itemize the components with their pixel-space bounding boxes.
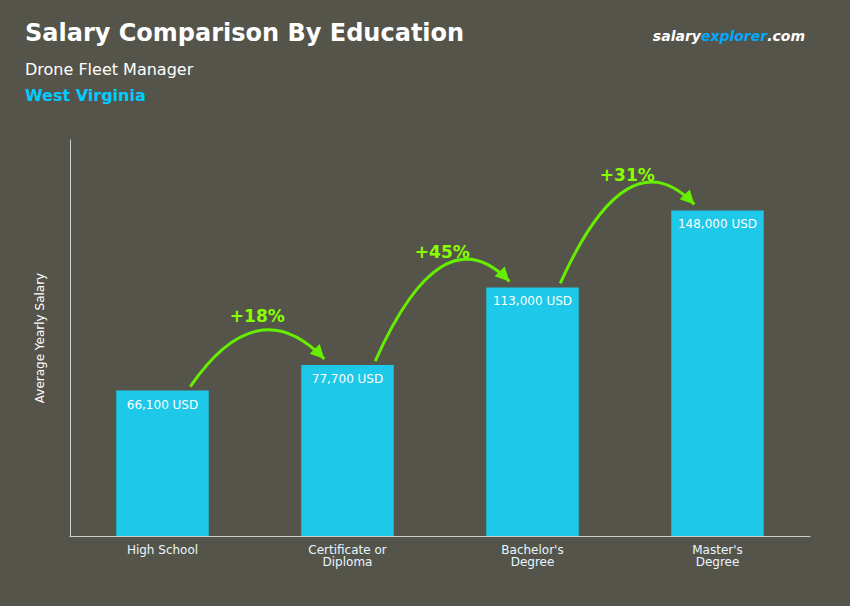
svg-text:Certificate or: Certificate or: [308, 543, 387, 557]
svg-text:explorer: explorer: [701, 28, 768, 44]
svg-text:Degree: Degree: [696, 555, 740, 569]
svg-text:High School: High School: [127, 543, 198, 557]
svg-text:77,700 USD: 77,700 USD: [312, 372, 383, 386]
svg-text:Average Yearly Salary: Average Yearly Salary: [33, 273, 47, 403]
svg-text:66,100 USD: 66,100 USD: [127, 398, 198, 412]
svg-text:+31%: +31%: [600, 165, 655, 185]
svg-text:Drone Fleet Manager: Drone Fleet Manager: [25, 60, 194, 79]
svg-text:Bachelor's: Bachelor's: [501, 543, 564, 557]
svg-text:Degree: Degree: [511, 555, 555, 569]
svg-text:Diploma: Diploma: [323, 555, 373, 569]
svg-text:148,000 USD: 148,000 USD: [678, 217, 757, 231]
svg-text:Master's: Master's: [692, 543, 743, 557]
svg-text:salary: salary: [653, 28, 702, 44]
svg-text:.com: .com: [767, 28, 805, 44]
svg-text:Salary Comparison By Education: Salary Comparison By Education: [25, 19, 464, 47]
svg-text:West Virginia: West Virginia: [25, 86, 146, 105]
svg-text:+45%: +45%: [415, 242, 470, 262]
svg-text:113,000 USD: 113,000 USD: [493, 294, 572, 308]
svg-text:+18%: +18%: [230, 306, 285, 326]
